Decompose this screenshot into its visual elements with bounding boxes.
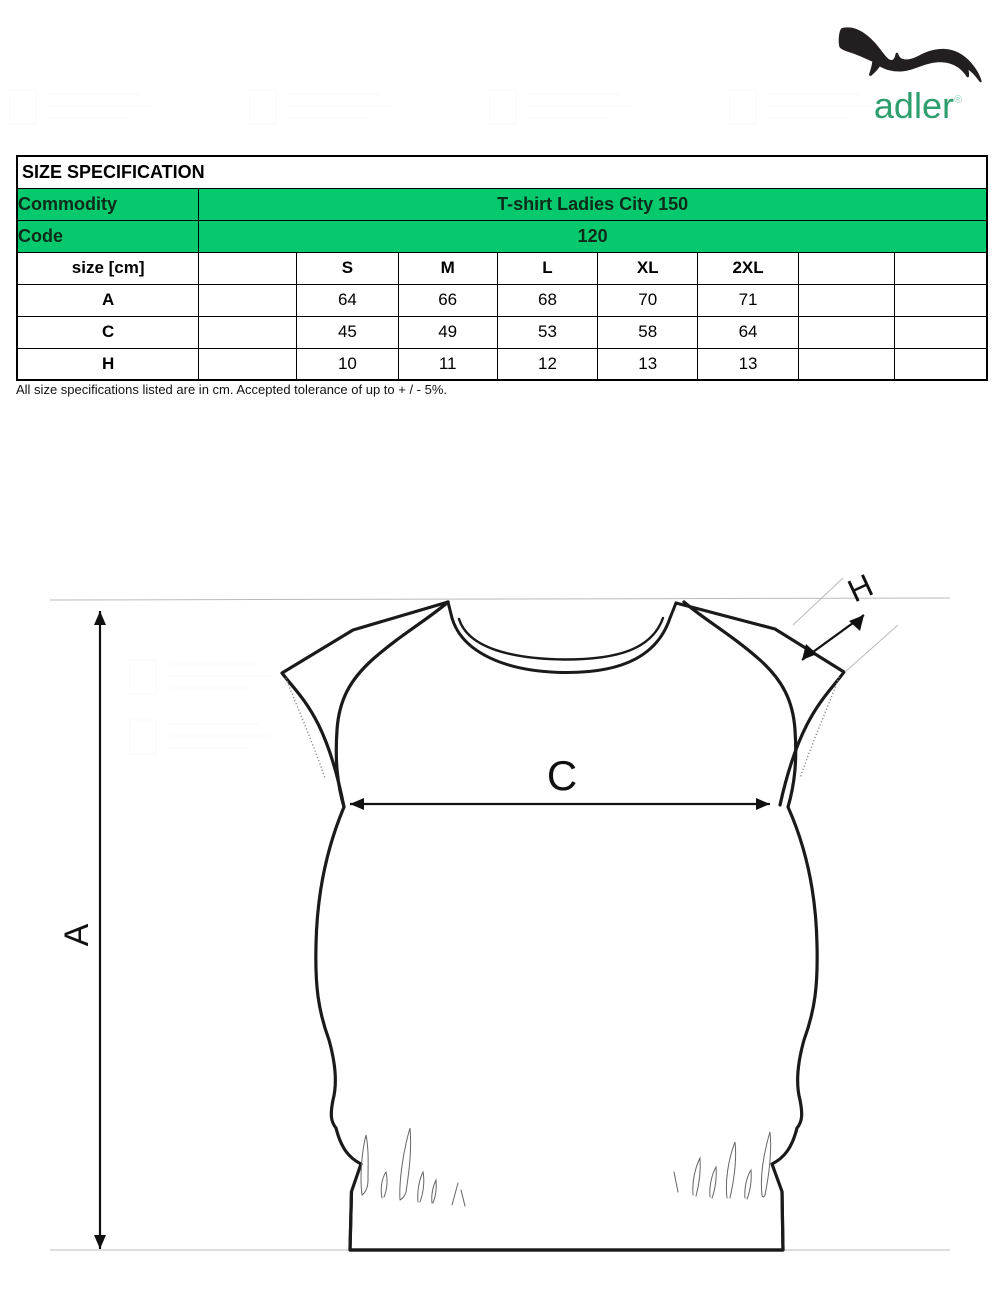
svg-text:A: A xyxy=(58,923,96,946)
svg-text:H: H xyxy=(842,567,878,609)
svg-text:C: C xyxy=(547,752,577,799)
